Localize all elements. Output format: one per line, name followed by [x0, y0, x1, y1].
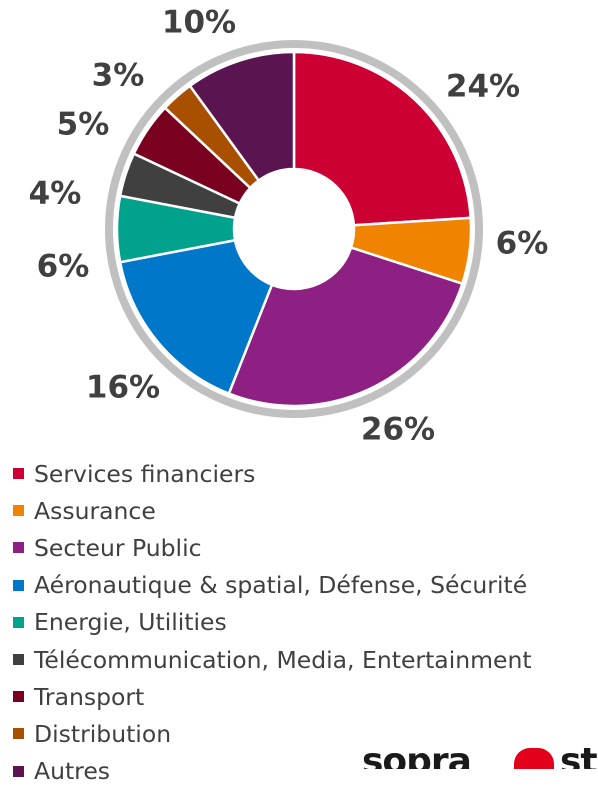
legend-item: Services financiers [10, 455, 532, 492]
value-labels-group: 24% 6% 26% 16% 6% 4% 5% 3% 10% [29, 5, 549, 448]
legend-label: Assurance [34, 496, 156, 525]
legend-item: Distribution [10, 715, 532, 752]
legend-label: Secteur Public [34, 533, 202, 562]
legend-label: Télécommunication, Media, Entertainment [34, 645, 532, 674]
legend-swatch-icon [13, 654, 24, 666]
pie-slice [227, 245, 464, 408]
legend-label: Distribution [34, 719, 172, 748]
legend-swatch-icon [13, 468, 24, 480]
slice-value-label: 16% [86, 370, 160, 406]
pie-slice [188, 50, 296, 183]
slice-value-label: 6% [496, 226, 549, 262]
legend-item: Transport [10, 678, 532, 715]
slice-value-label: 10% [162, 5, 236, 41]
chart-outer-ring [105, 40, 483, 418]
company-logo: sopra ste [362, 744, 598, 769]
slice-value-label: 3% [92, 58, 145, 94]
slice-value-label: 24% [446, 69, 520, 105]
slice-value-label: 5% [57, 107, 110, 143]
legend-swatch-icon [13, 728, 24, 740]
legend-swatch-icon [13, 542, 24, 554]
legend-item: Télécommunication, Media, Entertainment [10, 641, 532, 678]
pie-slice [292, 50, 472, 227]
slice-value-label: 6% [37, 249, 90, 285]
logo-text-suffix: ste [560, 744, 598, 769]
legend-item: Secteur Public [10, 529, 532, 566]
pie-slice [118, 238, 274, 396]
legend-label: Services financiers [34, 459, 256, 488]
legend-item: Assurance [10, 492, 532, 529]
donut-chart: 24% 6% 26% 16% 6% 4% 5% 3% 10% [29, 5, 549, 448]
legend-swatch-icon [13, 616, 24, 628]
legend-swatch-icon [13, 579, 24, 591]
slice-value-label: 26% [361, 412, 435, 448]
logo-mark-icon [514, 748, 554, 769]
legend-swatch-icon [13, 691, 24, 703]
legend-item: Energie, Utilities [10, 604, 532, 641]
legend-label: Transport [34, 682, 145, 711]
chart-legend: Services financiers Assurance Secteur Publ… [10, 455, 532, 790]
logo-text: sopra [362, 744, 472, 769]
legend-label: Aéronautique & spatial, Défense, Sécurit… [34, 571, 528, 600]
legend-label: Autres [34, 757, 111, 786]
slices-group [115, 50, 473, 408]
slice-value-label: 4% [29, 176, 82, 212]
legend-label: Energie, Utilities [34, 608, 227, 637]
legend-swatch-icon [13, 765, 24, 777]
legend-item: Aéronautique & spatial, Défense, Sécurit… [10, 567, 532, 604]
legend-swatch-icon [13, 505, 24, 517]
